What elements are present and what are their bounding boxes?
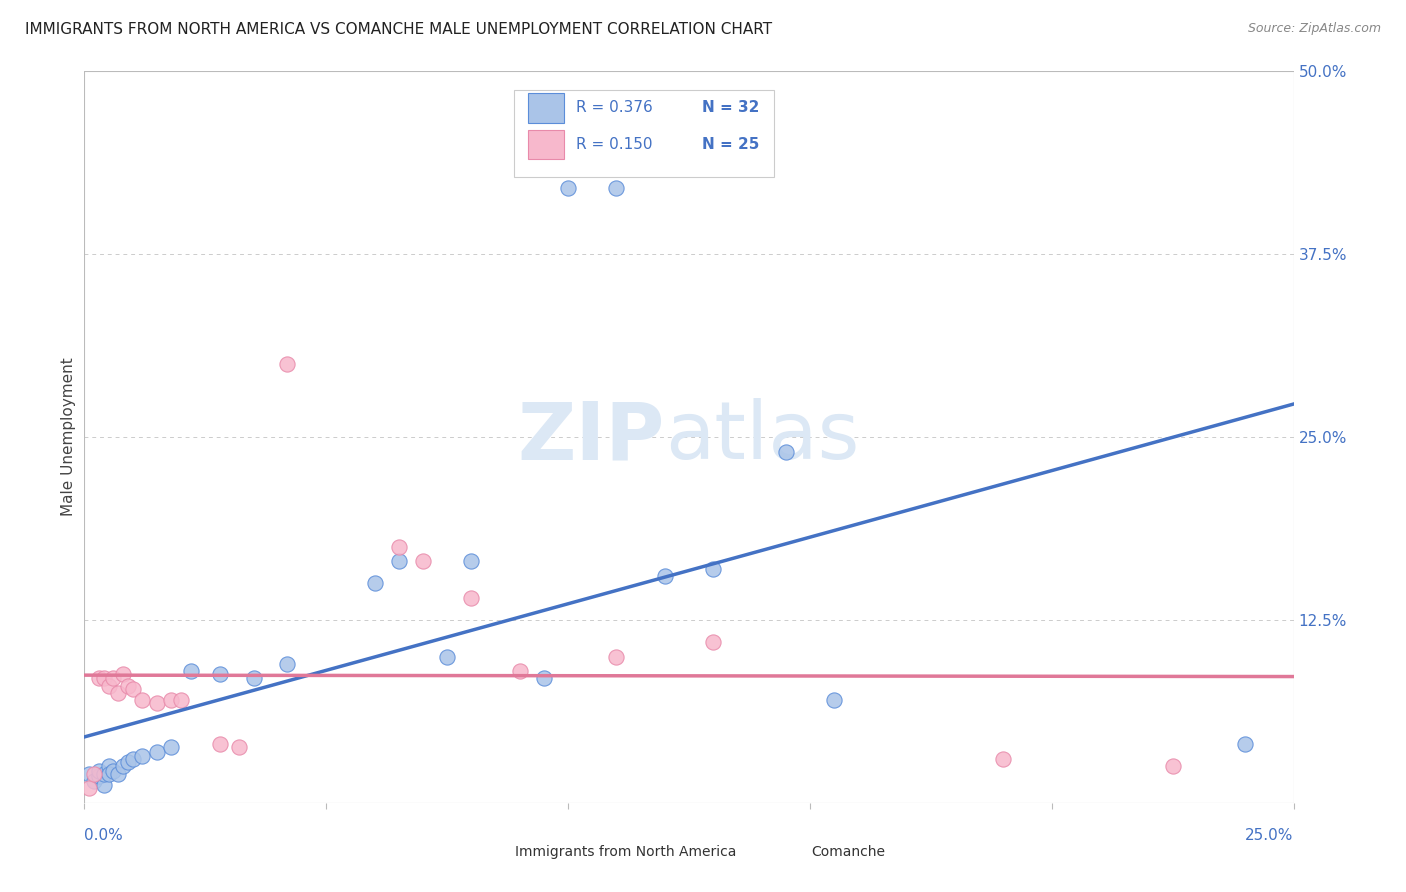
Point (1234, 737, 1257, 751)
Text: Source: ZipAtlas.com: Source: ZipAtlas.com (1247, 22, 1381, 36)
Point (97, 679, 120, 693)
Point (823, 693, 845, 707)
Point (117, 679, 139, 693)
Point (131, 749, 153, 764)
Point (93, 766, 115, 780)
Point (107, 766, 129, 780)
Point (87, 769, 110, 783)
Point (388, 540, 411, 554)
FancyBboxPatch shape (768, 841, 801, 863)
Text: ZIP: ZIP (517, 398, 665, 476)
Text: Comanche: Comanche (811, 845, 884, 859)
Point (77, 766, 100, 780)
Point (208, 667, 231, 681)
Point (131, 693, 153, 707)
Point (276, 357, 298, 371)
Point (1161, 759, 1184, 773)
Y-axis label: Male Unemployment: Male Unemployment (60, 358, 76, 516)
Point (436, 649, 458, 664)
Point (87, 764, 110, 778)
Point (702, 562, 724, 576)
Point (121, 681, 143, 696)
Point (242, 672, 264, 686)
Point (557, 181, 579, 195)
Point (77, 781, 100, 796)
Point (180, 664, 202, 678)
Point (93, 672, 115, 686)
Point (121, 752, 143, 766)
Text: N = 25: N = 25 (702, 137, 759, 152)
Point (103, 764, 125, 778)
Point (103, 672, 125, 686)
Text: Immigrants from North America: Immigrants from North America (515, 845, 737, 859)
FancyBboxPatch shape (529, 94, 564, 122)
Point (605, 649, 627, 664)
FancyBboxPatch shape (471, 841, 505, 863)
Text: R = 0.150: R = 0.150 (576, 137, 652, 152)
Point (412, 554, 434, 568)
Point (228, 740, 250, 755)
Point (112, 667, 135, 681)
Text: R = 0.376: R = 0.376 (576, 101, 654, 115)
Point (87, 672, 110, 686)
Point (93, 778, 115, 792)
Point (107, 686, 129, 700)
Point (276, 657, 298, 671)
Point (117, 755, 139, 769)
FancyBboxPatch shape (529, 130, 564, 159)
Text: 25.0%: 25.0% (1246, 829, 1294, 844)
FancyBboxPatch shape (513, 90, 773, 178)
Point (146, 745, 169, 759)
Point (97, 759, 120, 773)
Point (160, 693, 183, 707)
Text: IMMIGRANTS FROM NORTH AMERICA VS COMANCHE MALE UNEMPLOYMENT CORRELATION CHART: IMMIGRANTS FROM NORTH AMERICA VS COMANCH… (25, 22, 772, 37)
Text: N = 32: N = 32 (702, 101, 759, 115)
Point (170, 693, 193, 707)
Point (208, 737, 231, 751)
Point (83, 766, 105, 780)
Point (533, 672, 555, 686)
Point (993, 752, 1015, 766)
Point (112, 759, 135, 773)
Point (654, 569, 676, 583)
Text: atlas: atlas (665, 398, 859, 476)
Point (146, 696, 169, 710)
Point (363, 576, 385, 591)
Text: 0.0%: 0.0% (84, 829, 124, 844)
Point (775, 444, 797, 458)
Point (97, 766, 120, 780)
Point (388, 554, 411, 568)
Point (460, 554, 482, 568)
Point (460, 591, 482, 605)
Point (605, 181, 627, 195)
Point (509, 664, 531, 678)
Point (702, 635, 724, 649)
Point (83, 773, 105, 788)
Point (160, 740, 183, 755)
